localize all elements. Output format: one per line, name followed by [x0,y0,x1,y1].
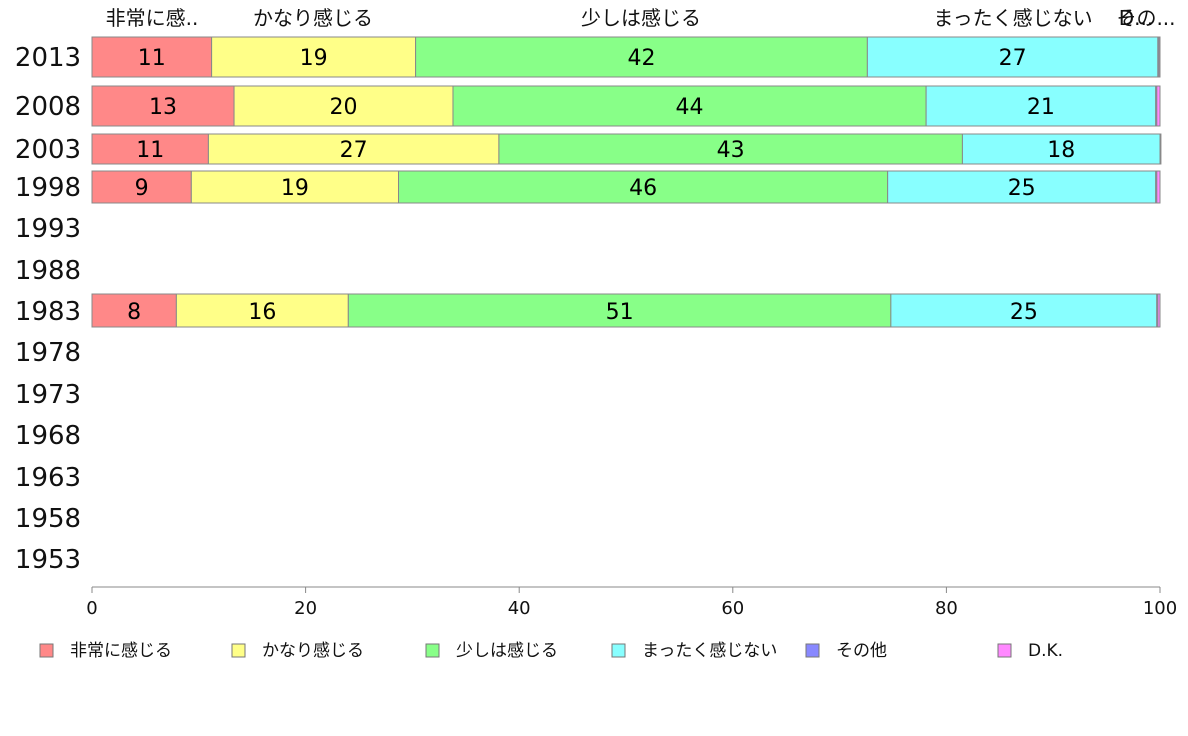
legend-label-0: 非常に感じる [70,641,172,661]
y-tick-label-1958: 1958 [15,504,81,534]
legend-label-5: D.K. [1028,641,1063,661]
legend-label-1: かなり感じる [262,641,364,661]
legend-label-3: まったく感じない [642,641,777,661]
bar-segment-2008-5 [1156,85,1161,127]
y-tick-label-1953: 1953 [15,545,81,575]
top-series-label-0: 非常に感.. [106,6,199,30]
bar-segment-2003-0 [91,133,209,165]
legend-label-4: その他 [836,641,887,661]
data-label-2013-2: 42 [627,46,655,71]
bar-segment-2013-0 [91,36,213,78]
y-tick-label-2003: 2003 [15,135,81,165]
data-label-1998-0: 9 [135,176,149,201]
bar-segment-2013-3 [866,36,1159,78]
bar-segment-2008-1 [233,85,454,127]
top-series-label-2: 少しは感じる [581,6,701,30]
y-tick-label-2013: 2013 [15,43,81,73]
bar-segment-2013-5 [1158,36,1161,78]
bar-segment-1983-2 [347,293,892,328]
bar-segment-1983-1 [175,293,349,328]
data-label-2008-0: 13 [149,95,177,120]
bar-segment-2003-1 [207,133,500,165]
y-tick-label-1993: 1993 [15,214,81,244]
y-tick-label-1983: 1983 [15,297,81,327]
x-tick-label-60: 60 [721,598,744,619]
y-tick-label-1973: 1973 [15,380,81,410]
data-label-1983-1: 16 [248,300,276,325]
bar-segment-2003-2 [498,133,963,165]
y-tick-label-2008: 2008 [15,92,81,122]
data-label-2008-3: 21 [1027,95,1055,120]
y-tick-label-1998: 1998 [15,173,81,203]
bar-segment-1998-2 [398,170,889,204]
legend-swatch-4 [805,643,820,658]
top-series-label-1: かなり感じる [253,6,373,30]
data-label-1983-0: 8 [127,300,141,325]
bar-segment-1998-3 [887,170,1157,204]
x-tick-label-80: 80 [935,598,958,619]
data-label-2003-3: 18 [1047,138,1075,163]
bar-segment-1983-5 [1157,293,1161,328]
bar-segment-2013-2 [415,36,868,78]
x-tick-label-100: 100 [1143,598,1177,619]
data-label-1998-1: 19 [281,176,309,201]
top-series-label-5: D... [1119,6,1153,30]
legend-swatch-0 [39,643,54,658]
data-label-2013-3: 27 [999,46,1027,71]
top-series-label-3: まったく感じない [933,6,1092,30]
data-label-1998-2: 46 [629,176,657,201]
data-label-1983-2: 51 [606,300,634,325]
top-series-label-4: その... [1116,6,1175,30]
y-tick-label-1968: 1968 [15,421,81,451]
y-tick-label-1988: 1988 [15,256,81,286]
bar-segment-2013-1 [211,36,417,78]
data-label-2003-0: 11 [136,138,164,163]
bar-segment-2008-0 [91,85,235,127]
data-label-1983-3: 25 [1010,300,1038,325]
bar-segment-1998-1 [190,170,400,204]
x-tick-label-40: 40 [508,598,531,619]
data-label-2013-1: 19 [300,46,328,71]
data-label-2003-2: 43 [717,138,745,163]
x-tick-label-0: 0 [86,598,97,619]
legend-swatch-3 [611,643,626,658]
legend-swatch-1 [231,643,246,658]
bar-segment-2003-5 [1159,133,1162,165]
bar-segment-1998-5 [1156,170,1161,204]
bar-segment-1998-0 [91,170,192,204]
bar-segment-2008-2 [452,85,927,127]
data-label-2003-1: 27 [340,138,368,163]
legend-label-2: 少しは感じる [456,641,558,661]
legend-swatch-2 [425,643,440,658]
legend-swatch-5 [997,643,1012,658]
y-tick-label-1963: 1963 [15,463,81,493]
data-label-2008-1: 20 [330,95,358,120]
bar-segment-2008-3 [925,85,1157,127]
bar-segment-1983-0 [91,293,177,328]
data-label-2013-0: 11 [138,46,166,71]
y-tick-label-1978: 1978 [15,338,81,368]
data-label-2008-2: 44 [676,95,704,120]
data-label-1998-3: 25 [1008,176,1036,201]
x-tick-label-20: 20 [294,598,317,619]
